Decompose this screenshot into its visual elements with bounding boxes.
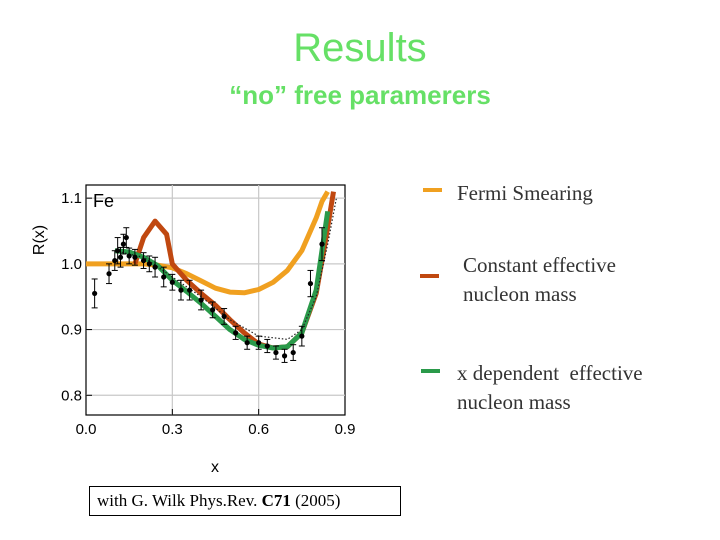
data-point bbox=[152, 264, 158, 270]
series-line-fermi-smearing bbox=[86, 190, 330, 296]
data-point bbox=[198, 297, 204, 303]
plot-frame bbox=[85, 184, 346, 416]
data-point bbox=[221, 313, 227, 320]
r-ratio-chart: 0.0 0.3 0.6 0.9 0.8 0.9 1.0 1.1 x R(x) Fe bbox=[31, 184, 356, 475]
data-point bbox=[307, 280, 314, 287]
data-point bbox=[92, 290, 98, 297]
data-point bbox=[256, 340, 262, 346]
data-point bbox=[115, 248, 121, 254]
data-point bbox=[210, 307, 216, 313]
legend-label-x-dependent-mass: x dependent effective nucleon mass bbox=[457, 361, 643, 414]
x-tick-label: 0.6 bbox=[248, 421, 269, 438]
slide-subtitle: “no” free paramerers bbox=[229, 80, 491, 110]
data-point bbox=[299, 333, 305, 339]
y-tick-label: 0.8 bbox=[61, 387, 82, 404]
legend-label-fermi: Fermi Smearing bbox=[457, 181, 593, 205]
legend-swatch-constant-mass bbox=[420, 274, 439, 278]
legend-swatch-x-dependent-mass bbox=[421, 369, 440, 373]
x-tick-label: 0.9 bbox=[335, 421, 356, 438]
data-point bbox=[161, 274, 167, 280]
citation-box: with G. Wilk Phys.Rev. C71 (2005) bbox=[89, 486, 401, 516]
citation-prefix: with G. Wilk Phys.Rev. bbox=[97, 491, 262, 510]
citation-volume: C71 bbox=[261, 491, 291, 510]
series-line-x-dependent-effective-nucleon-mass bbox=[114, 210, 331, 351]
data-point bbox=[187, 287, 193, 293]
slide-title: Results bbox=[293, 26, 427, 70]
data-point bbox=[319, 241, 325, 247]
data-point bbox=[244, 340, 250, 346]
legend-label-constant-mass: Constant effective nucleon mass bbox=[463, 253, 616, 306]
y-tick-label: 1.1 bbox=[61, 190, 82, 207]
data-point bbox=[120, 241, 127, 247]
data-point bbox=[169, 279, 175, 285]
x-axis-label: x bbox=[211, 459, 219, 475]
data-point bbox=[126, 253, 132, 259]
y-tick-label: 1.0 bbox=[61, 256, 82, 273]
data-point bbox=[123, 234, 129, 241]
data-point bbox=[106, 271, 112, 277]
x-tick-label: 0.0 bbox=[76, 421, 97, 438]
y-axis-label: R(x) bbox=[31, 225, 48, 255]
data-point bbox=[140, 257, 147, 264]
x-tick-label: 0.3 bbox=[162, 421, 183, 438]
data-point bbox=[273, 349, 279, 356]
data-point bbox=[264, 343, 270, 349]
panel-title: Fe bbox=[93, 191, 114, 211]
data-point bbox=[233, 330, 239, 336]
data-point bbox=[146, 261, 152, 267]
data-point bbox=[112, 257, 118, 264]
data-point bbox=[281, 353, 288, 359]
data-point bbox=[178, 287, 184, 293]
data-point bbox=[132, 254, 138, 260]
y-tick-label: 0.9 bbox=[61, 322, 82, 339]
data-point bbox=[290, 349, 296, 356]
legend-swatch-fermi bbox=[423, 188, 442, 192]
citation-suffix: (2005) bbox=[290, 491, 341, 510]
data-point bbox=[117, 254, 124, 260]
